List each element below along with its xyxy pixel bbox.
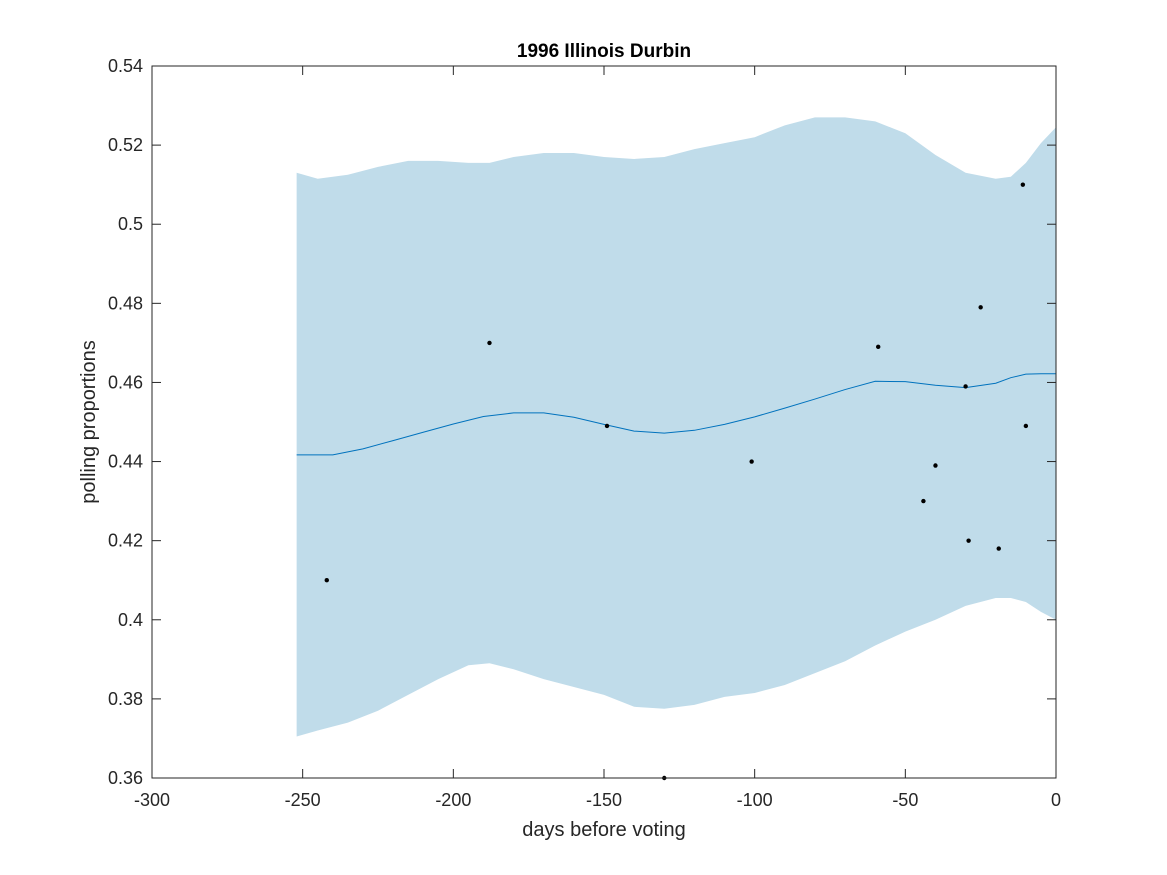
y-tick-label: 0.36 [108,768,143,788]
x-tick-label: -200 [435,790,471,810]
x-tick-label: -250 [285,790,321,810]
data-point [966,538,971,543]
data-points [324,182,1029,781]
x-tick-label: -150 [586,790,622,810]
data-point [933,463,938,468]
axis-ticks: -300 -250 -200 -150 -100 -50 0 0.36 0.38 0.4 0.42 0… [108,56,1061,810]
y-tick-label: 0.5 [118,214,143,234]
x-axis-label: days before voting [522,819,685,841]
data-point [1020,182,1026,187]
data-point [1023,423,1029,429]
y-tick-label: 0.38 [108,689,143,709]
data-point [921,498,926,504]
y-tick-label: 0.54 [108,56,143,76]
y-tick-label: 0.4 [118,610,143,630]
x-tick-label: -50 [892,790,918,810]
confidence-band [296,117,1056,737]
y-axis-label: polling proportions [78,340,100,503]
data-point [978,305,983,310]
chart-title: 1996 Illinois Durbin [517,41,691,62]
x-tick-label: -300 [134,790,170,810]
data-point [604,423,610,429]
y-tick-label: 0.46 [108,372,143,392]
x-tick-label: -100 [737,790,773,810]
y-tick-label: 0.42 [108,531,143,551]
x-tick-label: 0 [1051,790,1061,810]
data-point [487,340,492,346]
data-point [876,344,881,350]
trend-line [296,373,1056,456]
y-tick-label: 0.44 [108,452,143,472]
y-tick-label: 0.48 [108,293,143,313]
data-point [324,578,329,583]
data-point [749,459,754,464]
data-point [963,384,968,389]
y-tick-label: 0.52 [108,135,143,155]
plot-area: -300 -250 -200 -150 -100 -50 0 0.36 0.38 0.4 0.42 0… [108,56,1061,810]
data-point [996,546,1001,551]
